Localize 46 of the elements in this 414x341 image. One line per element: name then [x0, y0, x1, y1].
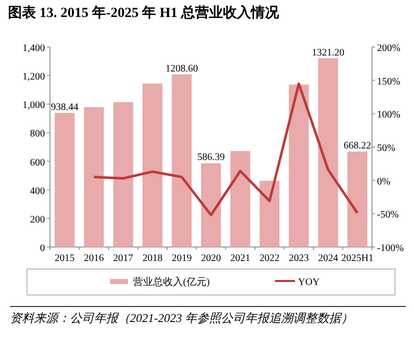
- bar: [260, 180, 280, 247]
- text: 资料来源：公司年报（2021-2023 年参照公司年报追溯调整数据）: [10, 306, 406, 327]
- y2-tick-label: 100%: [377, 110, 400, 121]
- bar: [113, 102, 134, 247]
- bar: [318, 58, 338, 247]
- y-tick-label: 400: [30, 186, 45, 197]
- chart-title: 图表 13. 2015 年-2025 年 H1 总营业收入情况: [8, 4, 280, 22]
- data-label: 1321.20: [312, 47, 344, 58]
- y2-tick-label: 0%: [377, 176, 390, 188]
- bar: [172, 74, 192, 247]
- data-label: 668.22: [344, 140, 372, 152]
- y2-tick-label: 200%: [377, 43, 400, 54]
- y2-tick-label: -50%: [377, 210, 399, 221]
- x-tick-label: 2020: [201, 253, 221, 264]
- bar: [142, 84, 162, 247]
- x-tick-label: 2017: [113, 253, 134, 264]
- y-tick-label: 1,000: [22, 100, 45, 112]
- x-tick-label: 2024: [318, 253, 338, 264]
- bar: [288, 84, 309, 247]
- bar: [347, 152, 368, 247]
- legend-label: YOY: [298, 277, 320, 288]
- y-tick-label: 600: [30, 157, 45, 168]
- y2-tick-label: 50%: [377, 143, 396, 154]
- y-tick-label: 200: [30, 214, 45, 226]
- x-tick-label: 2016: [84, 253, 104, 264]
- bar: [230, 151, 250, 247]
- y-tick-label: 800: [30, 128, 45, 140]
- data-label: 938.44: [50, 102, 78, 113]
- bar: [54, 112, 75, 247]
- x-tick-label: 2021: [230, 253, 250, 264]
- x-tick-label: 2018: [142, 253, 162, 264]
- y-tick-label: 1,400: [22, 43, 45, 54]
- x-tick-label: 2023: [288, 253, 309, 264]
- y2-tick-label: 150%: [377, 76, 400, 88]
- x-tick-label: 2019: [172, 253, 192, 264]
- data-label: 1208.60: [165, 63, 198, 74]
- data-label: 586.39: [197, 152, 225, 164]
- x-tick-label: 2015: [54, 253, 75, 264]
- y-tick-label: 1,200: [22, 72, 45, 83]
- x-tick-label: 2025H1: [341, 253, 374, 264]
- bar: [84, 107, 104, 247]
- legend-label: 营业总收入(亿元): [133, 276, 210, 288]
- y2-tick-label: -100%: [377, 243, 404, 254]
- y-tick-label: 0: [40, 243, 45, 254]
- bar: [201, 163, 221, 247]
- x-tick-label: 2022: [260, 253, 280, 264]
